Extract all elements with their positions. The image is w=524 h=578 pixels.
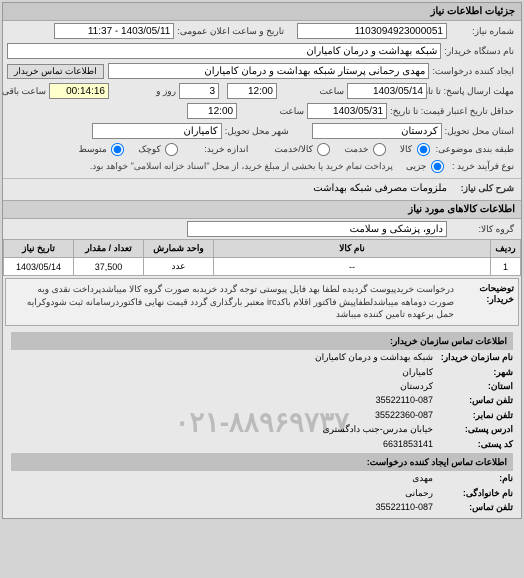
- city-label: شهر محل تحویل:: [222, 126, 292, 137]
- process-low-option[interactable]: جزیی: [403, 160, 447, 173]
- deadline-time-field[interactable]: [227, 83, 277, 99]
- subject-both-option[interactable]: کالا/خدمت: [271, 143, 333, 156]
- deadline-time-label: ساعت: [277, 86, 347, 97]
- table-header-row: ردیف نام کالا واحد شمارش تعداد / مقدار ت…: [4, 240, 521, 258]
- contact-province-value: کردستان: [400, 379, 433, 393]
- phone2-value: 35522110-087: [376, 500, 433, 514]
- deadline-label: مهلت ارسال پاسخ: تا تاریخ:: [427, 86, 517, 97]
- td-name: --: [214, 258, 491, 276]
- td-unit: عدد: [144, 258, 214, 276]
- fax-label: تلفن نمابر:: [433, 408, 513, 422]
- size-medium-option[interactable]: متوسط: [75, 143, 127, 156]
- name-value: مهدی: [412, 471, 433, 485]
- fax-value: 35522360-087: [375, 408, 433, 422]
- goods-table: ردیف نام کالا واحد شمارش تعداد / مقدار ت…: [3, 239, 521, 276]
- th-qty: تعداد / مقدار: [74, 240, 144, 258]
- address-label: ادرس پستی:: [433, 422, 513, 436]
- contact-city-label: شهر:: [433, 365, 513, 379]
- th-name: نام کالا: [214, 240, 491, 258]
- family-label: نام خانوادگی:: [433, 486, 513, 500]
- buyer-field[interactable]: [7, 43, 441, 59]
- goods-info-header: اطلاعات کالاهای مورد نیاز: [3, 200, 521, 219]
- goods-group-label: گروه کالا:: [447, 224, 517, 235]
- desc-text: درخواست خریدپیوست گردیده لطفا بهد فایل پ…: [10, 283, 454, 321]
- td-date: 1403/05/14: [4, 258, 74, 276]
- phone-label: تلفن تماس:: [433, 393, 513, 407]
- phone2-label: تلفن تماس:: [433, 500, 513, 514]
- contact-city-value: کامیاران: [402, 365, 433, 379]
- announce-label: تاریخ و ساعت اعلان عمومی:: [174, 26, 287, 37]
- remain-days-label: روز و: [109, 86, 179, 97]
- buyer-label: نام دستگاه خریدار:: [441, 46, 517, 57]
- contact-header-1: اطلاعات تماس سازمان خریدار:: [11, 332, 513, 350]
- validity-time-label: ساعت: [237, 106, 307, 117]
- th-date: تاریخ نیاز: [4, 240, 74, 258]
- address-value: خیابان مدرس-جنب دادگستری: [323, 422, 433, 436]
- request-no-label: شماره نیاز:: [447, 26, 517, 37]
- remain-time-field: [49, 83, 109, 99]
- remain-label: ساعت باقی مانده: [0, 86, 49, 97]
- desc-label: توضیحات خریدار:: [454, 283, 514, 305]
- subject-goods-option[interactable]: کالا: [397, 143, 433, 156]
- size-small-option[interactable]: کوچک: [135, 143, 181, 156]
- deadline-date-field[interactable]: [347, 83, 427, 99]
- table-row[interactable]: 1 -- عدد 37,500 1403/05/14: [4, 258, 521, 276]
- contact-province-label: استان:: [433, 379, 513, 393]
- buyer-description-box: توضیحات خریدار: درخواست خریدپیوست گردیده…: [5, 278, 519, 326]
- contact-buyer-button[interactable]: اطلاعات تماس خریدار: [7, 64, 104, 79]
- name-label: نام:: [433, 471, 513, 485]
- postal-value: 6631853141: [383, 437, 433, 451]
- panel-title: جزئیات اطلاعات نیاز: [3, 3, 521, 21]
- validity-label: حداقل تاریخ اعتبار قیمت: تا تاریخ:: [387, 106, 517, 117]
- th-row: ردیف: [491, 240, 521, 258]
- contact-header-2: اطلاعات تماس ایجاد کننده درخواست:: [11, 453, 513, 471]
- city-field[interactable]: [92, 123, 222, 139]
- size-label: اندازه خرید:: [181, 144, 251, 155]
- validity-date-field[interactable]: [307, 103, 387, 119]
- announce-field[interactable]: [54, 23, 174, 39]
- creator-field[interactable]: [108, 63, 430, 79]
- province-field[interactable]: [312, 123, 442, 139]
- process-note: پرداخت تمام خرید یا بخشی از مبلغ خرید، ا…: [90, 161, 393, 172]
- td-row: 1: [491, 258, 521, 276]
- goods-group-field[interactable]: [187, 221, 447, 237]
- need-title-label: شرح کلی نیاز:: [447, 183, 517, 194]
- request-no-field[interactable]: [297, 23, 447, 39]
- need-title-value: ملزومات مصرفی شبکه بهداشت: [313, 183, 447, 194]
- th-unit: واحد شمارش: [144, 240, 214, 258]
- validity-time-field[interactable]: [187, 103, 237, 119]
- postal-label: کد پستی:: [433, 437, 513, 451]
- family-value: رحمانی: [405, 486, 433, 500]
- subject-label: طبقه بندی موضوعی:: [433, 144, 517, 155]
- creator-label: ایجاد کننده درخواست:: [429, 66, 517, 77]
- org-value: شبکه بهداشت و درمان کامیاران: [315, 350, 433, 364]
- org-label: نام سازمان خریدار:: [433, 350, 513, 364]
- province-label: استان محل تحویل:: [442, 126, 517, 137]
- process-label: نوع فرآیند خرید :: [447, 161, 517, 172]
- td-qty: 37,500: [74, 258, 144, 276]
- remain-days-field: [179, 83, 219, 99]
- phone-value: 35522110-087: [376, 393, 433, 407]
- contact-section: ۰۲۱-۸۸۹۶۹۷۳۷ اطلاعات تماس سازمان خریدار:…: [3, 328, 521, 519]
- subject-service-option[interactable]: خدمت: [341, 143, 388, 156]
